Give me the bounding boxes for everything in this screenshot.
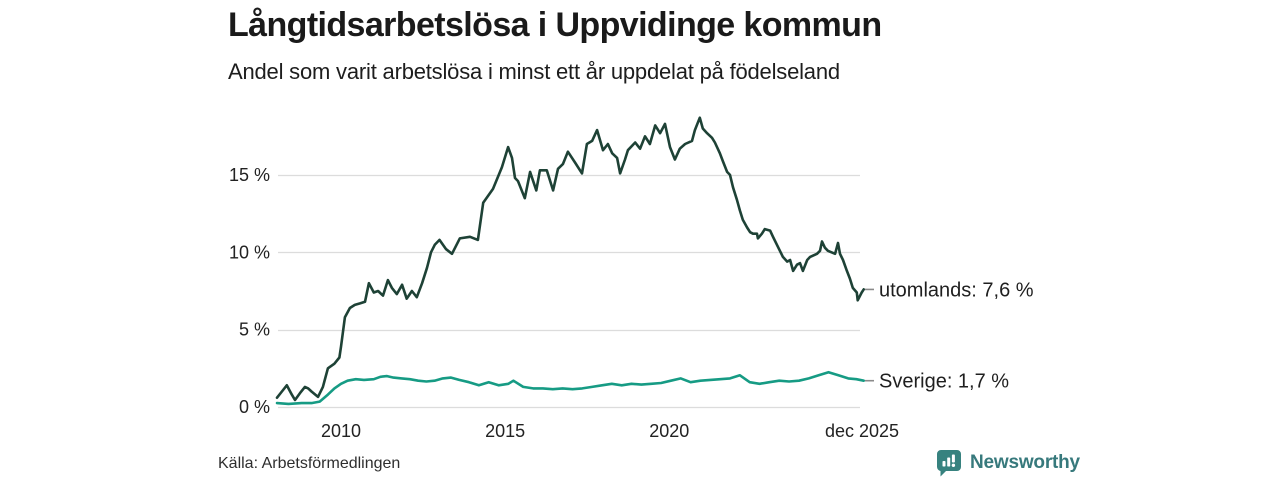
y-tick-label: 0 % [239, 397, 270, 417]
brand-name: Newsworthy [970, 452, 1080, 473]
x-tick-label: 2010 [321, 421, 361, 441]
y-tick-label: 15 % [229, 165, 270, 185]
x-tick-label: dec 2025 [825, 421, 899, 441]
y-tick-label: 10 % [229, 242, 270, 262]
source-text: Källa: Arbetsförmedlingen [218, 455, 401, 472]
chart-subtitle: Andel som varit arbetslösa i minst ett å… [228, 59, 840, 84]
newsworthy-logo: Newsworthy [936, 449, 1080, 477]
y-tick-label: 5 % [239, 320, 270, 340]
x-tick-label: 2020 [649, 421, 689, 441]
series-end-label-utomlands: utomlands: 7,6 % [879, 279, 1034, 301]
series-line-utomlands [275, 116, 865, 402]
page-title: Långtidsarbetslösa i Uppvidinge kommun [228, 6, 882, 44]
series-end-label-sverige: Sverige: 1,7 % [879, 371, 1009, 393]
bar-chart-speech-bubble-icon [936, 449, 962, 477]
series-line-sverige [275, 370, 865, 406]
x-tick-label: 2015 [485, 421, 525, 441]
